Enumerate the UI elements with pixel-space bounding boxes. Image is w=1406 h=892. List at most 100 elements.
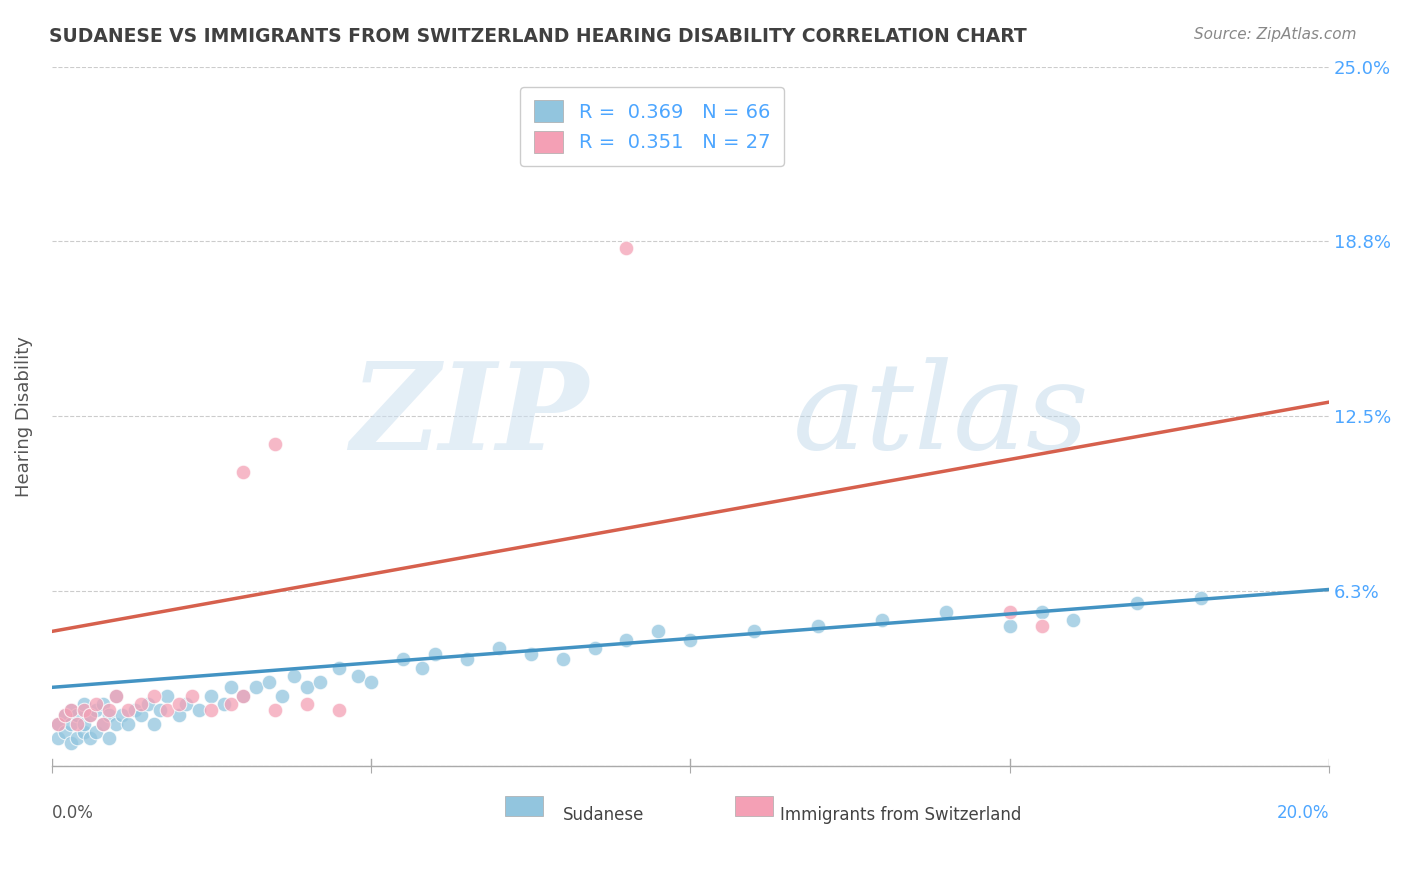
Bar [505, 797, 544, 816]
Point [742, 624, 765, 639]
Point [104, 716, 127, 731]
Point [91, 716, 114, 731]
Point [232, 689, 254, 703]
Text: atlas: atlas [793, 358, 1090, 475]
Text: Sudanese: Sudanese [562, 806, 644, 824]
Point [156, 689, 179, 703]
Point [264, 703, 287, 717]
Point [187, 703, 209, 717]
Point [283, 669, 305, 683]
Point [53, 708, 76, 723]
Point [169, 697, 191, 711]
Point [264, 437, 287, 451]
Text: 0.0%: 0.0% [52, 804, 94, 822]
Point [66, 731, 89, 745]
Point [66, 708, 89, 723]
Point [998, 619, 1021, 633]
Point [1031, 605, 1053, 619]
Point [295, 697, 318, 711]
Point [360, 674, 382, 689]
Point [309, 674, 332, 689]
Point [104, 689, 127, 703]
Point [232, 689, 254, 703]
Text: 20.0%: 20.0% [1277, 804, 1329, 822]
Point [136, 697, 159, 711]
Point [679, 632, 702, 647]
Point [169, 708, 191, 723]
Point [807, 619, 830, 633]
Y-axis label: Hearing Disability: Hearing Disability [15, 335, 32, 497]
Point [616, 632, 638, 647]
Point [142, 689, 165, 703]
Text: Immigrants from Switzerland: Immigrants from Switzerland [780, 806, 1021, 824]
Text: ZIP: ZIP [350, 357, 588, 475]
Point [328, 661, 350, 675]
Point [392, 652, 415, 666]
Point [98, 731, 121, 745]
Point [181, 689, 204, 703]
Point [66, 716, 89, 731]
Point [117, 703, 139, 717]
Point [935, 605, 957, 619]
Point [295, 681, 318, 695]
Text: SUDANESE VS IMMIGRANTS FROM SWITZERLAND HEARING DISABILITY CORRELATION CHART: SUDANESE VS IMMIGRANTS FROM SWITZERLAND … [49, 27, 1026, 45]
Point [53, 708, 76, 723]
Point [117, 716, 139, 731]
Point [583, 641, 606, 656]
Point [124, 703, 146, 717]
Point [551, 652, 574, 666]
Point [59, 716, 82, 731]
Point [232, 465, 254, 479]
Point [200, 703, 222, 717]
Point [423, 647, 446, 661]
Point [347, 669, 370, 683]
Point [411, 661, 433, 675]
Point [219, 697, 242, 711]
Point [59, 703, 82, 717]
Point [98, 708, 121, 723]
Point [73, 697, 96, 711]
Point [46, 731, 69, 745]
Point [328, 703, 350, 717]
Point [1031, 619, 1053, 633]
Point [79, 708, 101, 723]
Bar [735, 797, 773, 816]
Point [73, 703, 96, 717]
Point [616, 241, 638, 255]
Point [46, 716, 69, 731]
Point [79, 708, 101, 723]
Point [104, 689, 127, 703]
Point [456, 652, 478, 666]
Point [219, 681, 242, 695]
Point [46, 716, 69, 731]
Point [129, 697, 152, 711]
Point [73, 716, 96, 731]
Point [519, 647, 541, 661]
Point [86, 725, 108, 739]
Point [212, 697, 235, 711]
Point [86, 697, 108, 711]
Point [1189, 591, 1212, 605]
Point [488, 641, 510, 656]
Point [270, 689, 292, 703]
Point [142, 716, 165, 731]
Point [998, 605, 1021, 619]
Point [91, 716, 114, 731]
Point [111, 708, 134, 723]
Point [200, 689, 222, 703]
Point [156, 703, 179, 717]
Point [86, 703, 108, 717]
Point [79, 731, 101, 745]
Point [257, 674, 280, 689]
Point [174, 697, 197, 711]
Point [1126, 597, 1149, 611]
Point [59, 703, 82, 717]
Point [149, 703, 172, 717]
Point [1062, 613, 1084, 627]
Point [98, 703, 121, 717]
Point [53, 725, 76, 739]
Text: Source: ZipAtlas.com: Source: ZipAtlas.com [1194, 27, 1357, 42]
Point [647, 624, 669, 639]
Point [73, 725, 96, 739]
Point [59, 736, 82, 750]
